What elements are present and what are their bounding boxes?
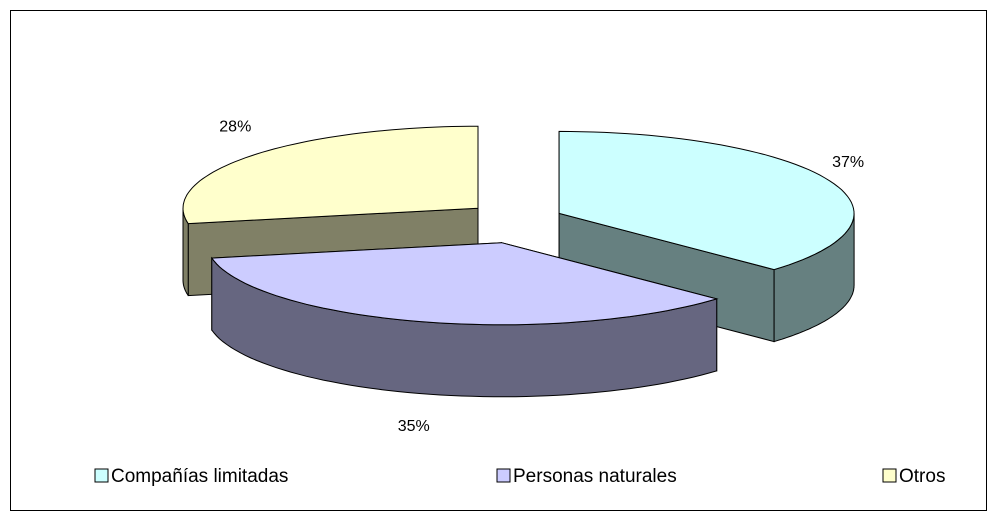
- legend-swatch: [882, 468, 897, 483]
- legend-label: Compañías limitadas: [111, 466, 288, 487]
- slice: [558, 130, 855, 271]
- legend-swatch: [94, 468, 109, 483]
- data-label: 37%: [832, 154, 864, 171]
- legend-swatch: [496, 468, 511, 483]
- legend-label: Personas naturales: [513, 466, 677, 487]
- data-label: 35%: [398, 418, 430, 435]
- data-label: 28%: [219, 118, 251, 135]
- legend-label: Otros: [899, 466, 945, 487]
- slice: [210, 242, 719, 326]
- slice: [182, 125, 479, 225]
